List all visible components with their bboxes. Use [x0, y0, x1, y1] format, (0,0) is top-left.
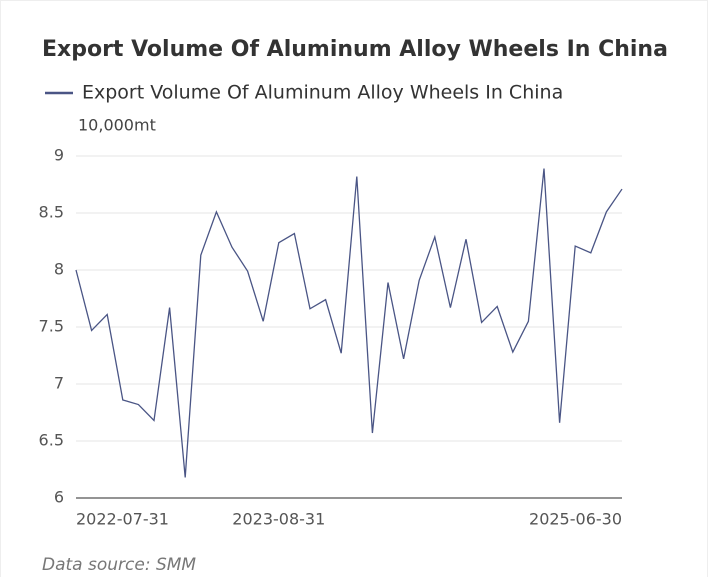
- x-tick-label: 2025-06-30: [529, 510, 622, 529]
- y-tick-label: 8: [54, 260, 64, 279]
- y-tick-label: 6.5: [39, 431, 64, 450]
- x-tick-label: 2023-08-31: [232, 510, 325, 529]
- y-tick-label: 7: [54, 374, 64, 393]
- line-series: [75, 168, 623, 478]
- x-tick-label: 2022-07-31: [76, 510, 169, 529]
- y-axis-label: 10,000mt: [78, 116, 156, 135]
- y-tick-label: 7.5: [39, 317, 64, 336]
- legend-label: Export Volume Of Aluminum Alloy Wheels I…: [82, 82, 563, 104]
- y-tick-label: 8.5: [39, 203, 64, 222]
- chart-title: Export Volume Of Aluminum Alloy Wheels I…: [42, 37, 668, 62]
- y-tick-label: 9: [54, 146, 64, 165]
- source: Data source: SMM: [42, 555, 196, 575]
- y-tick-label: 6: [54, 488, 64, 507]
